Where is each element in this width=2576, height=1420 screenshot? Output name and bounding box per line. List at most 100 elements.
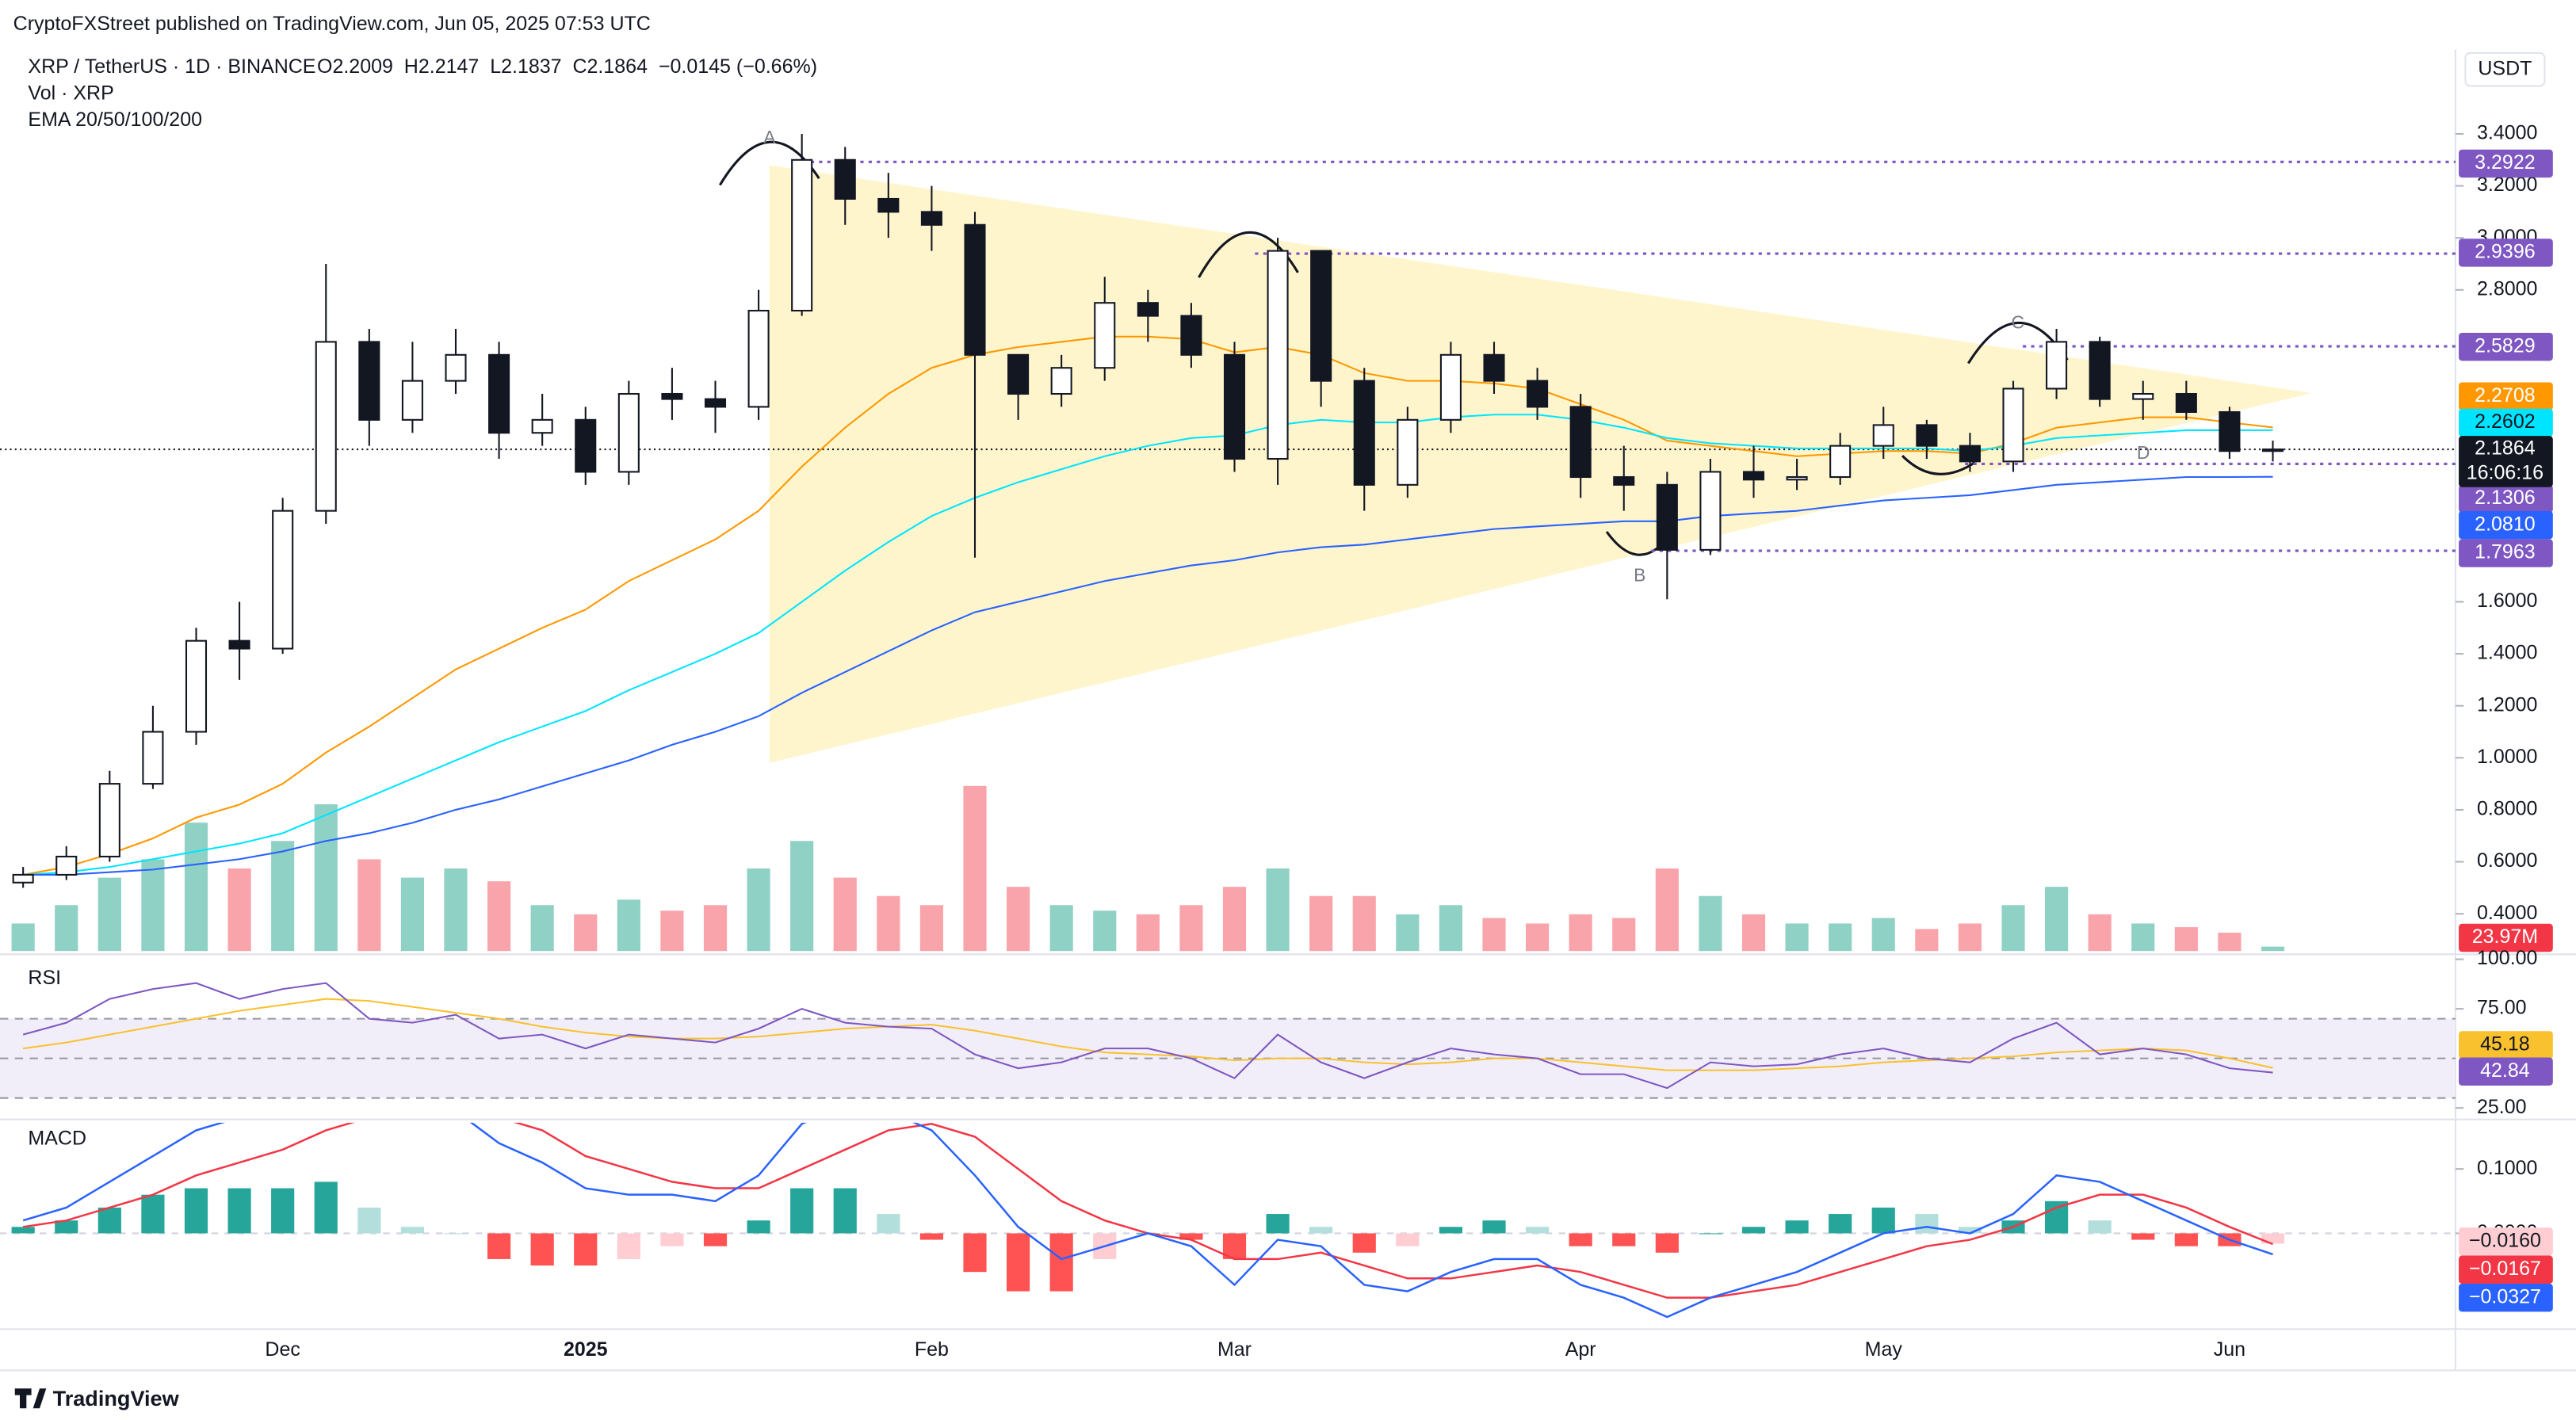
volume-value-label: 23.97M bbox=[2472, 926, 2538, 948]
ema-value-label: 2.2602 bbox=[2475, 410, 2535, 433]
candle-body bbox=[1569, 406, 1592, 479]
candle-body bbox=[2175, 392, 2197, 414]
pattern-label: B bbox=[1634, 564, 1645, 585]
macd-histogram-bar bbox=[747, 1220, 770, 1234]
candle-body bbox=[1872, 424, 1894, 447]
macd-histogram-bar bbox=[184, 1188, 208, 1234]
macd-pane bbox=[11, 1122, 2285, 1319]
volume-bar bbox=[877, 895, 900, 952]
y-tick-label: 1.6000 bbox=[2477, 590, 2537, 612]
candle-body bbox=[1353, 380, 1375, 486]
macd-title: MACD bbox=[28, 1127, 86, 1149]
candle-body bbox=[964, 223, 986, 356]
candle-body bbox=[358, 341, 380, 421]
volume-bar bbox=[833, 877, 857, 952]
ema-value-label-box bbox=[2459, 382, 2553, 410]
volume-bar bbox=[1222, 887, 1247, 952]
candle-body bbox=[1310, 250, 1332, 382]
macd-histogram-value-label: −0.0160 bbox=[2469, 1229, 2541, 1251]
y-tick-label: 1.4000 bbox=[2477, 642, 2537, 664]
pattern-label: A bbox=[763, 127, 776, 147]
macd-histogram-bar bbox=[1785, 1220, 1809, 1234]
price-pane bbox=[12, 133, 2284, 888]
volume-bar bbox=[1179, 905, 1203, 952]
macd-histogram-bar bbox=[574, 1233, 598, 1266]
candle-body bbox=[834, 158, 856, 200]
candle-body bbox=[1094, 302, 1116, 369]
macd-signal-value-label-box bbox=[2459, 1255, 2553, 1284]
x-tick-label: 2025 bbox=[564, 1338, 608, 1361]
volume-legend: Vol · XRP bbox=[28, 82, 113, 105]
candle-body bbox=[1786, 475, 1808, 481]
macd-histogram-bar bbox=[617, 1233, 640, 1259]
level-label: 2.5829 bbox=[2475, 334, 2535, 357]
macd-line bbox=[22, 1122, 2273, 1319]
x-tick-label: Mar bbox=[1217, 1338, 1252, 1361]
volume-bar bbox=[1136, 914, 1160, 952]
candle-body bbox=[704, 398, 727, 408]
volume-bar bbox=[1871, 918, 1895, 952]
volume-bar bbox=[1266, 868, 1290, 952]
macd-histogram-bar bbox=[1396, 1233, 1420, 1246]
y-tick-label: 1.0000 bbox=[2477, 746, 2537, 768]
x-tick-label: Dec bbox=[265, 1338, 300, 1361]
candle-body bbox=[228, 639, 250, 650]
y-tick-label: 3.4000 bbox=[2477, 122, 2537, 144]
volume-bar bbox=[1396, 914, 1420, 952]
volume-bar bbox=[227, 868, 251, 952]
macd-tick-label: 0.1000 bbox=[2477, 1157, 2537, 1179]
volume-bar bbox=[963, 785, 987, 952]
candle-body bbox=[185, 639, 208, 733]
volume-bar bbox=[574, 914, 598, 952]
candle-body bbox=[315, 341, 337, 512]
level-label: 2.1306 bbox=[2475, 487, 2535, 509]
pattern-label: C bbox=[2012, 312, 2025, 333]
candle-body bbox=[2132, 392, 2154, 400]
ema-value-label-box bbox=[2459, 408, 2553, 437]
level-label-box bbox=[2459, 149, 2553, 178]
macd-histogram-bar bbox=[877, 1214, 900, 1234]
macd-histogram-bar bbox=[790, 1188, 814, 1234]
candle-body bbox=[1613, 475, 1635, 486]
candle-body bbox=[1742, 471, 1765, 481]
candle-body bbox=[2089, 341, 2111, 400]
volume-bar bbox=[1482, 918, 1506, 952]
candle-body bbox=[142, 731, 164, 785]
macd-histogram-bar bbox=[1352, 1233, 1376, 1253]
macd-histogram-bar bbox=[444, 1233, 468, 1235]
volume-bar bbox=[2131, 923, 2155, 952]
rsi-tick-label: 25.00 bbox=[2477, 1096, 2527, 1118]
brand-name: TradingView bbox=[53, 1386, 180, 1410]
currency[interactable]: USDT bbox=[2478, 57, 2532, 79]
volume-bar bbox=[2045, 887, 2069, 952]
macd-signal-line bbox=[22, 1122, 2273, 1299]
candle-body bbox=[2046, 341, 2068, 390]
candle-body bbox=[55, 855, 78, 876]
brand-icon bbox=[14, 1388, 47, 1409]
x-tick-label: May bbox=[1865, 1338, 1903, 1361]
macd-histogram-bar bbox=[1829, 1214, 1852, 1234]
volume-bar bbox=[1958, 923, 1982, 952]
volume-bar bbox=[11, 923, 35, 952]
y-tick-label: 2.8000 bbox=[2477, 277, 2537, 300]
macd-histogram-bar bbox=[357, 1207, 381, 1234]
macd-histogram-bar bbox=[1958, 1227, 1982, 1234]
y-tick-label: 1.2000 bbox=[2477, 693, 2537, 716]
candle-body bbox=[272, 510, 294, 650]
candle-body bbox=[2002, 387, 2024, 463]
x-tick-label: Jun bbox=[2214, 1338, 2245, 1361]
volume-bar bbox=[357, 859, 381, 952]
level-label-box bbox=[2459, 239, 2553, 267]
macd-histogram-bar bbox=[2261, 1233, 2285, 1244]
macd-histogram-bar bbox=[11, 1227, 35, 1234]
volume-bar bbox=[314, 804, 338, 952]
macd-histogram-bar bbox=[97, 1207, 121, 1234]
volume-bar bbox=[1007, 887, 1030, 952]
candle-body bbox=[661, 392, 683, 400]
macd-histogram-bar bbox=[1871, 1207, 1895, 1234]
macd-histogram-bar bbox=[2131, 1233, 2155, 1240]
arc-low bbox=[1901, 455, 1976, 475]
volume-bar bbox=[617, 899, 640, 952]
candle-body bbox=[1916, 424, 1938, 447]
currency-button[interactable] bbox=[2464, 52, 2546, 87]
